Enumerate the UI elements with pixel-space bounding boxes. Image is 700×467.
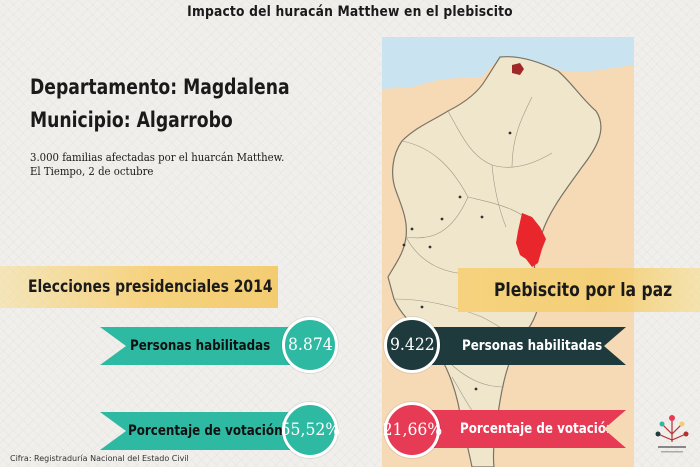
plebiscito-heading: Plebiscito por la paz [494, 279, 673, 301]
elecciones-personas-circle: 8.874 [282, 317, 338, 373]
plebiscito-porcentaje-label: Porcentaje de votación [460, 421, 615, 437]
plebiscito-porcentaje-circle: 21,66% [382, 402, 442, 458]
plebiscito-personas-circle: 9.422 [384, 317, 440, 373]
elecciones-porcentaje-circle: 55,52% [280, 402, 340, 458]
elecciones-porcentaje-bar: Porcentaje de votación [100, 412, 302, 450]
magdalena-territory [387, 56, 602, 467]
elecciones-personas-value: 8.874 [287, 335, 333, 355]
plebiscito-personas-bar: Personas habilitadas [420, 327, 626, 365]
plebiscito-porcentaje-value: 21,66% [382, 420, 442, 440]
departamento-label: Departamento: Magdalena [30, 75, 290, 99]
map-sea [382, 37, 634, 89]
elecciones-banner [0, 266, 278, 308]
plebiscito-personas-label: Personas habilitadas [462, 338, 603, 354]
municipio-label: Municipio: Algarrobo [30, 108, 233, 132]
organization-logo-icon [655, 415, 689, 453]
infographic-title: Impacto del huracán Matthew en el plebis… [187, 4, 513, 20]
magdalena-map [382, 37, 634, 467]
news-note: 3.000 familias afectadas por el huarcán … [30, 151, 284, 179]
elecciones-porcentaje-value: 55,52% [280, 420, 340, 440]
elecciones-porcentaje-label: Porcentaje de votación [128, 423, 283, 439]
plebiscito-banner [458, 268, 700, 312]
algarrobo-highlight [516, 213, 546, 267]
plebiscito-porcentaje-bar: Porcentaje de votación [420, 410, 626, 448]
elecciones-personas-bar: Personas habilitadas [100, 327, 302, 365]
news-note-line-2: El Tiempo, 2 de octubre [30, 165, 154, 178]
news-note-line-1: 3.000 familias afectadas por el huarcán … [30, 151, 285, 164]
elecciones-personas-label: Personas habilitadas [130, 338, 271, 354]
elecciones-heading: Elecciones presidenciales 2014 [28, 277, 273, 297]
plebiscito-personas-value: 9.422 [389, 335, 435, 355]
santa-marta-marker [512, 63, 524, 75]
source-credit: Cifra: Registraduría Nacional del Estado… [10, 454, 189, 463]
